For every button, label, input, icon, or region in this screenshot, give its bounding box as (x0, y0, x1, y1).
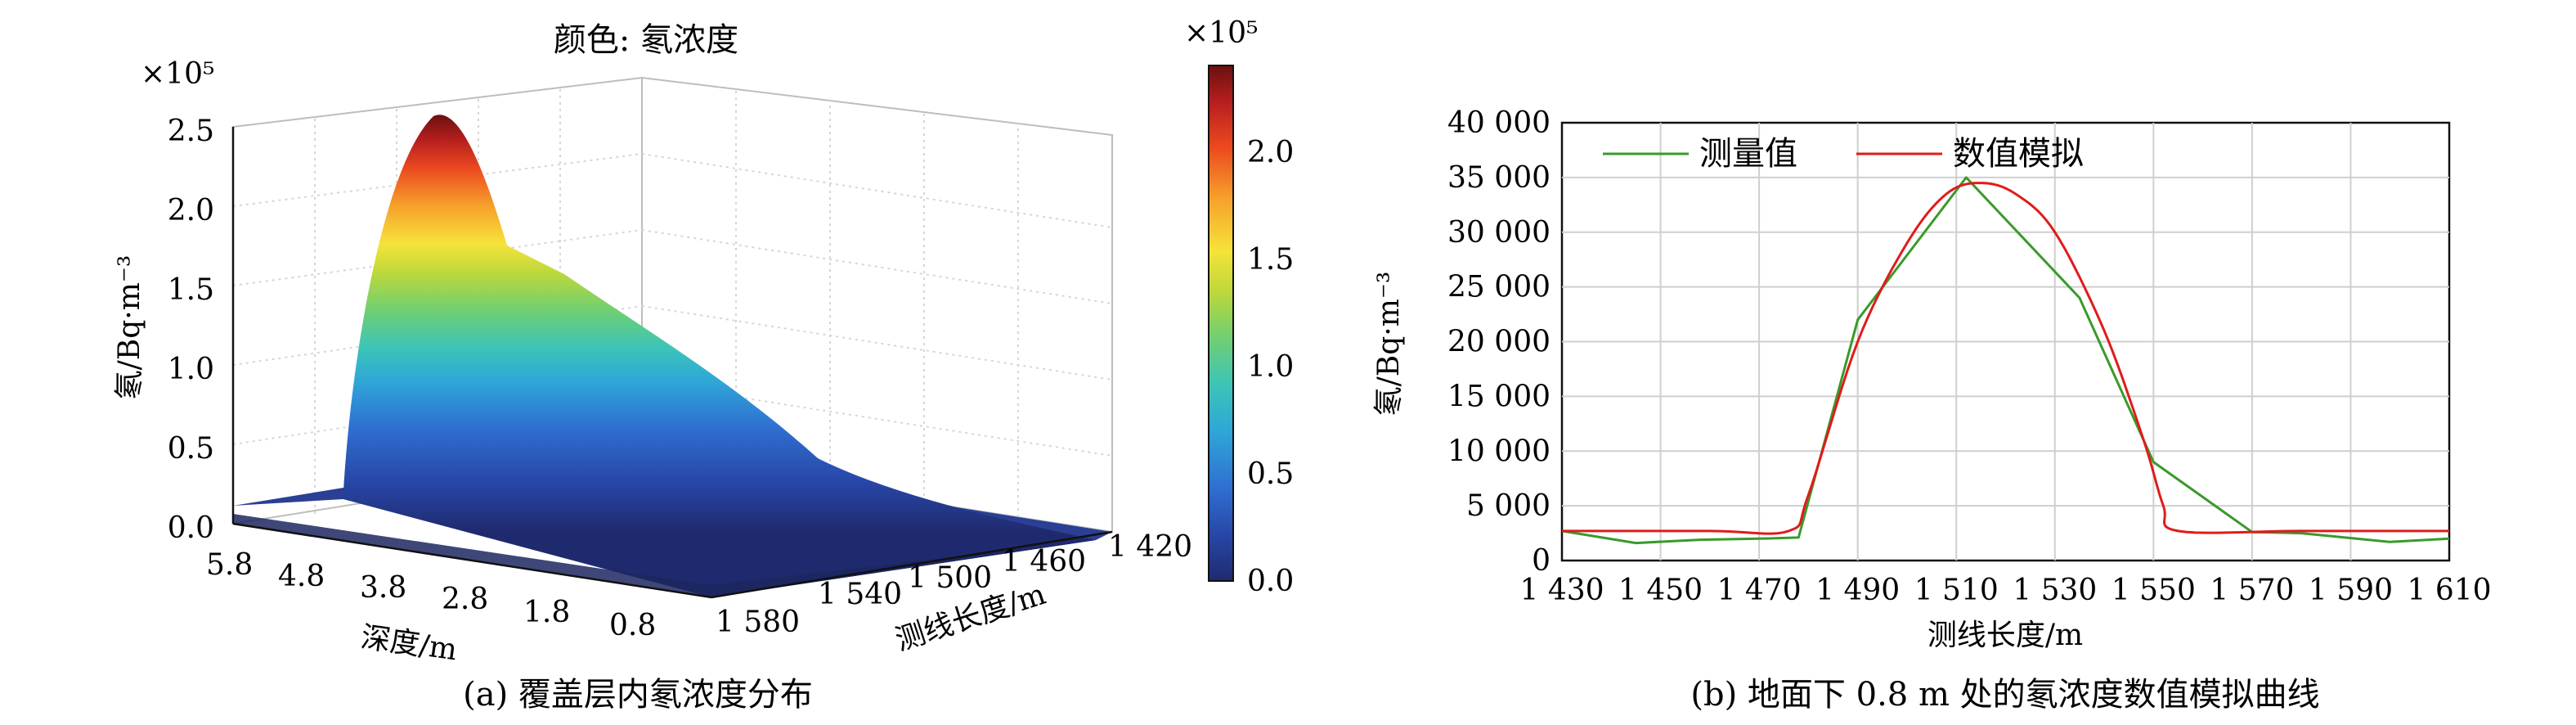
y-tick-label: 40 000 (1447, 106, 1551, 140)
z-tick: 2.5 (168, 115, 214, 148)
z-tick: 1.0 (168, 353, 214, 386)
legend: 测量值 数值模拟 (1603, 135, 2084, 173)
z-tick: 1.5 (168, 273, 214, 307)
x-tick-label: 1 570 (2210, 574, 2294, 607)
series-lines (1561, 176, 2450, 545)
depth-tick: 4.8 (278, 560, 325, 593)
panel-a-axes (231, 127, 1113, 599)
panel-a-length-ticks: 1 580 1 540 1 500 1 460 1 420 (716, 530, 1192, 639)
x-tick-label: 1 430 (1519, 574, 1604, 607)
legend-label-simulated: 数值模拟 (1953, 135, 2084, 173)
x-tick-label: 1 490 (1815, 574, 1900, 607)
x-tick-label: 1 510 (1914, 574, 1999, 607)
x-ticks: 1 430 1 450 1 470 1 490 1 510 1 530 1 550 1 570… (1519, 574, 2491, 607)
x-tick-label: 1 530 (2013, 574, 2097, 607)
series-line-measured (1561, 176, 2450, 545)
grid (1562, 123, 2449, 561)
depth-tick: 3.8 (360, 571, 406, 605)
depth-tick: 5.8 (206, 548, 253, 582)
z-tick: 0.0 (168, 511, 214, 545)
panel-a-title: 颜色: 氡浓度 (554, 21, 738, 59)
panel-b-caption: (b) 地面下 0.8 m 处的氡浓度数值模拟曲线 (1690, 676, 2319, 714)
length-tick: 1 580 (716, 606, 800, 639)
colorbar-tick: 0.0 (1247, 565, 1294, 598)
y-tick-label: 20 000 (1447, 326, 1551, 359)
panel-a-caption: (a) 覆盖层内氡浓度分布 (463, 676, 813, 714)
x-tick-label: 1 450 (1618, 574, 1703, 607)
z-tick: 0.5 (168, 432, 214, 466)
y-tick-label: 5 000 (1466, 489, 1551, 523)
x-tick-label: 1 470 (1717, 574, 1802, 607)
y-tick-label: 15 000 (1447, 380, 1551, 413)
length-tick: 1 500 (908, 561, 992, 595)
y-tick-label: 0 (1532, 544, 1551, 578)
y-ticks: 0 5 000 10 000 15 000 20 000 25 000 30 000 35 0… (1447, 106, 1551, 578)
colorbar-tick: 1.5 (1247, 243, 1294, 277)
length-tick: 1 420 (1108, 530, 1192, 564)
x-tick-label: 1 610 (2407, 574, 2491, 607)
depth-axis-label: 深度/m (359, 620, 460, 667)
panel-a-depth-ticks: 5.8 4.8 3.8 2.8 1.8 0.8 (206, 548, 656, 642)
panel-a-z-ticks: 0.0 0.5 1.0 1.5 2.0 2.5 (168, 115, 214, 545)
z-axis-label: 氡/Bq·m⁻³ (113, 255, 146, 400)
colorbar-exponent: ×10⁵ (1184, 16, 1258, 50)
depth-tick: 2.8 (442, 583, 488, 616)
z-exponent: ×10⁵ (141, 57, 214, 91)
x-tick-label: 1 550 (2112, 574, 2196, 607)
length-tick: 1 540 (818, 578, 902, 611)
colorbar: ×10⁵ 0.0 0.5 1.0 1.5 2.0 (1184, 16, 1294, 598)
y-tick-label: 30 000 (1447, 216, 1551, 250)
colorbar-tick: 2.0 (1247, 136, 1294, 169)
x-axis-label: 测线长度/m (1928, 619, 2083, 652)
colorbar-tick: 0.5 (1247, 457, 1294, 491)
series-line-simulated (1562, 182, 2449, 535)
y-axis-label: 氡/Bq·m⁻³ (1372, 272, 1406, 417)
depth-tick: 0.8 (609, 609, 656, 642)
y-tick-label: 10 000 (1447, 435, 1551, 468)
length-tick: 1 460 (1002, 545, 1086, 579)
y-tick-label: 35 000 (1447, 161, 1551, 195)
z-tick: 2.0 (168, 194, 214, 227)
panel-a: 0.0 0.5 1.0 1.5 2.0 2.5 ×10⁵ 氡/Bq·m⁻³ 5.… (113, 16, 1294, 714)
x-tick-label: 1 590 (2309, 574, 2393, 607)
depth-tick: 1.8 (523, 596, 570, 629)
legend-label-measured: 测量值 (1699, 135, 1797, 173)
colorbar-tick: 1.0 (1247, 350, 1294, 384)
y-tick-label: 25 000 (1447, 271, 1551, 304)
panel-b: 0 5 000 10 000 15 000 20 000 25 000 30 000 35 0… (1372, 106, 2492, 714)
